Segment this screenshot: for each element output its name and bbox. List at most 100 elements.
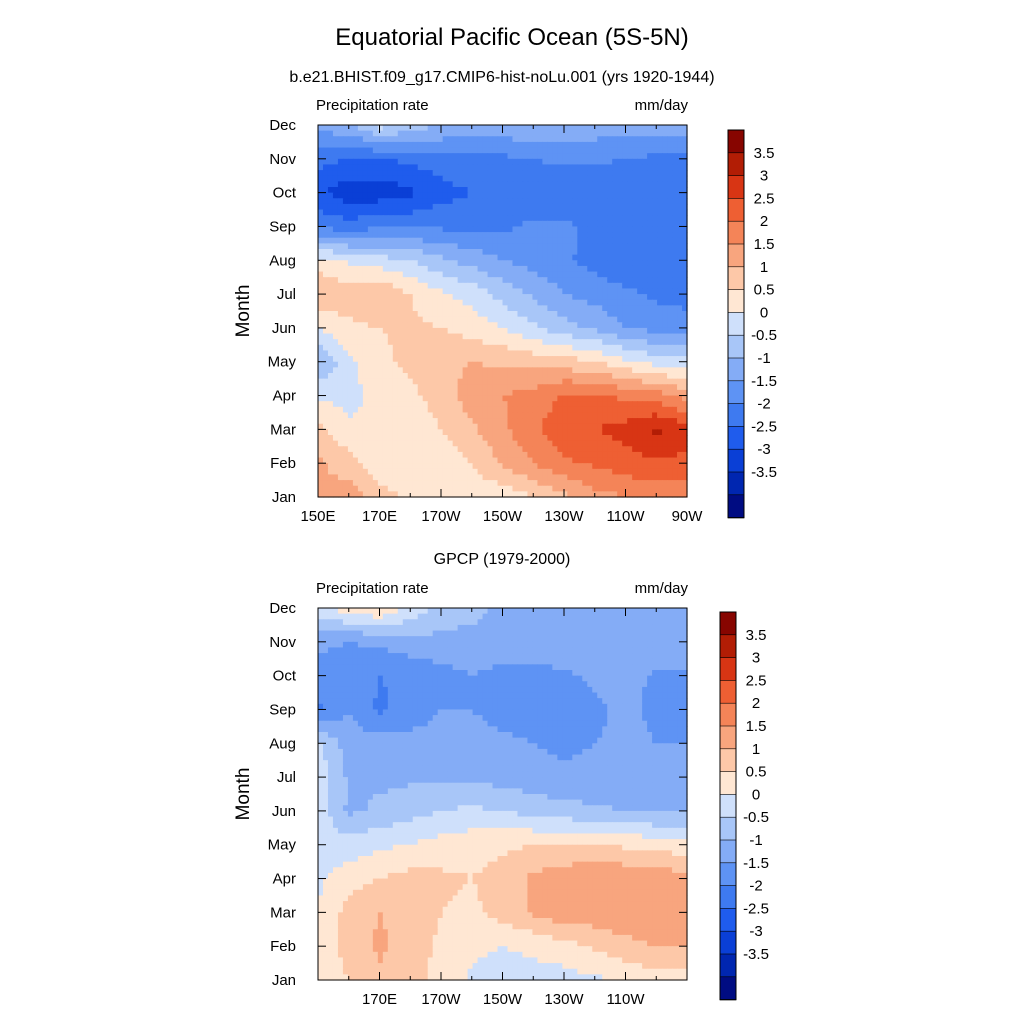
- contour-cell: [408, 288, 414, 294]
- contour-cell: [348, 328, 354, 334]
- contour-cell: [363, 429, 369, 435]
- contour-cell: [577, 339, 583, 345]
- contour-cell: [582, 215, 588, 221]
- contour-cell: [473, 474, 479, 480]
- contour-cell: [632, 181, 638, 187]
- contour-cell: [458, 396, 464, 402]
- contour-cell: [413, 266, 419, 272]
- contour-cell: [572, 345, 578, 351]
- contour-cell: [423, 204, 429, 210]
- contour-cell: [612, 288, 618, 294]
- contour-cell: [353, 148, 359, 154]
- contour-cell: [667, 215, 673, 221]
- contour-cell: [503, 328, 509, 334]
- contour-cell: [463, 435, 469, 441]
- contour-cell: [323, 435, 329, 441]
- contour-cell: [632, 317, 638, 323]
- contour-cell: [517, 153, 523, 159]
- contour-cell: [542, 283, 548, 289]
- contour-cell: [532, 480, 538, 486]
- contour-cell: [428, 407, 434, 413]
- contour-cell: [358, 164, 364, 170]
- contour-cell: [607, 283, 613, 289]
- contour-cell: [532, 210, 538, 216]
- contour-cell: [448, 260, 454, 266]
- contour-cell: [478, 260, 484, 266]
- contour-cell: [672, 238, 678, 244]
- contour-cell: [373, 170, 379, 176]
- contour-cell: [368, 390, 374, 396]
- contour-cell: [463, 396, 469, 402]
- contour-cell: [443, 384, 449, 390]
- contour-cell: [517, 136, 523, 142]
- contour-cell: [552, 317, 558, 323]
- contour-cell: [517, 463, 523, 469]
- contour-cell: [323, 131, 329, 137]
- contour-cell: [557, 463, 563, 469]
- contour-cell: [647, 204, 653, 210]
- contour-cell: [592, 193, 598, 199]
- contour-cell: [632, 187, 638, 193]
- contour-cell: [657, 390, 663, 396]
- contour-cell: [363, 266, 369, 272]
- contour-cell: [512, 176, 518, 182]
- contour-cell: [642, 350, 648, 356]
- contour-cell: [597, 350, 603, 356]
- contour-cell: [353, 193, 359, 199]
- contour-cell: [547, 407, 553, 413]
- contour-cell: [428, 136, 434, 142]
- contour-cell: [348, 480, 354, 486]
- contour-cell: [453, 339, 459, 345]
- contour-cell: [423, 193, 429, 199]
- contour-cell: [607, 412, 613, 418]
- contour-cell: [607, 142, 613, 148]
- contour-cell: [388, 187, 394, 193]
- contour-cell: [473, 311, 479, 317]
- contour-cell: [667, 429, 673, 435]
- contour-cell: [358, 435, 364, 441]
- contour-cell: [448, 142, 454, 148]
- contour-cell: [522, 283, 528, 289]
- contour-cell: [562, 350, 568, 356]
- contour-cell: [333, 243, 339, 249]
- contour-cell: [348, 243, 354, 249]
- contour-cell: [488, 255, 494, 261]
- contour-cell: [493, 148, 499, 154]
- contour-cell: [468, 424, 474, 430]
- contour-cell: [378, 243, 384, 249]
- contour-cell: [463, 125, 469, 131]
- contour-cell: [552, 181, 558, 187]
- contour-cell: [562, 277, 568, 283]
- contour-cell: [498, 446, 504, 452]
- contour-cell: [378, 272, 384, 278]
- contour-cell: [473, 350, 479, 356]
- contour-cell: [418, 283, 424, 289]
- contour-cell: [388, 193, 394, 199]
- contour-cell: [418, 221, 424, 227]
- contour-cell: [388, 345, 394, 351]
- contour-cell: [473, 452, 479, 458]
- contour-cell: [622, 474, 628, 480]
- contour-cell: [493, 396, 499, 402]
- contour-cell: [383, 266, 389, 272]
- contour-cell: [572, 328, 578, 334]
- contour-cell: [398, 288, 404, 294]
- contour-cell: [353, 458, 359, 464]
- contour-cell: [498, 204, 504, 210]
- contour-cell: [607, 396, 613, 402]
- contour-cell: [652, 198, 658, 204]
- contour-cell: [478, 334, 484, 340]
- contour-cell: [607, 322, 613, 328]
- contour-cell: [532, 266, 538, 272]
- contour-cell: [378, 198, 384, 204]
- contour-cell: [453, 463, 459, 469]
- contour-cell: [393, 418, 399, 424]
- contour-cell: [433, 362, 439, 368]
- contour-cell: [503, 288, 509, 294]
- contour-cell: [453, 232, 459, 238]
- contour-cell: [572, 486, 578, 492]
- contour-cell: [368, 294, 374, 300]
- contour-cell: [607, 193, 613, 199]
- contour-cell: [637, 362, 643, 368]
- contour-cell: [408, 469, 414, 475]
